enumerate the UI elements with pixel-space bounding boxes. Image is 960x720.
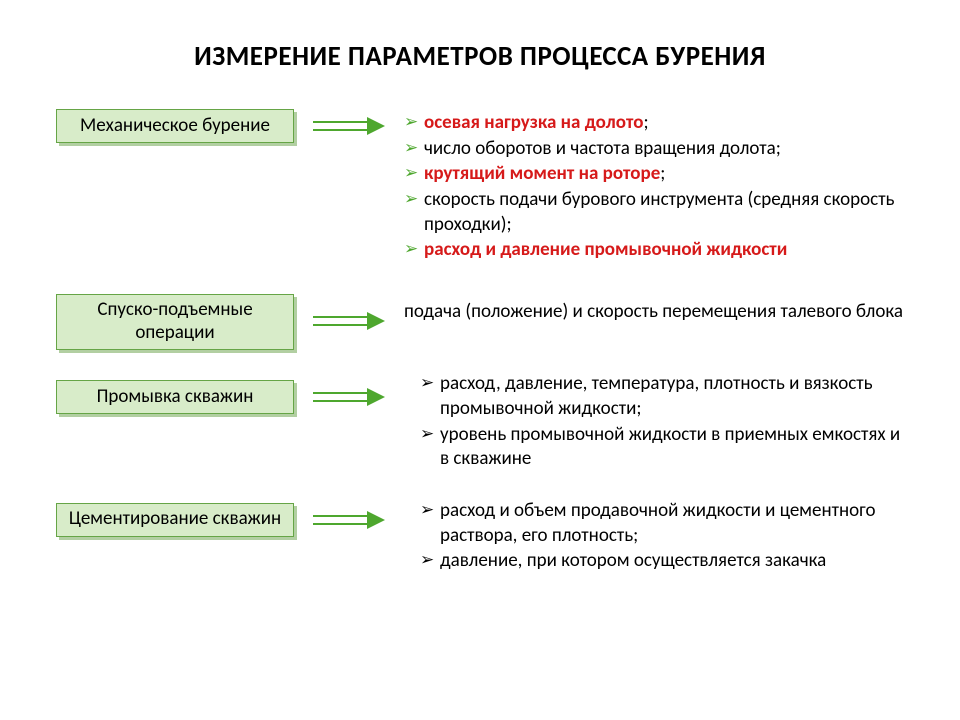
mech-item-3: скорость подачи бурового инструмента (ср… — [404, 188, 904, 237]
slide-root: ИЗМЕРЕНИЕ ПАРАМЕТРОВ ПРОЦЕССА БУРЕНИЯ Ме… — [0, 0, 960, 575]
row-spo: Спуско-подъемные операции подача (положе… — [56, 294, 904, 350]
box-spo: Спуско-подъемные операции — [56, 294, 294, 350]
row-mech: Механическое бурение осевая нагрузка на … — [56, 109, 904, 264]
mech-item-4: расход и давление промывочной жидкости — [404, 238, 904, 263]
mech-item-0: осевая нагрузка на долото; — [404, 111, 904, 136]
box-cement: Цементирование скважин — [56, 503, 294, 537]
mech-item-1: число оборотов и частота вращения долота… — [404, 137, 904, 162]
box-wash: Промывка скважин — [56, 380, 294, 414]
arrow-wash — [294, 388, 404, 406]
wash-content: расход, давление, температура, плотность… — [404, 370, 904, 473]
box-mech: Механическое бурение — [56, 109, 294, 143]
row-cement: Цементирование скважин расход и объем пр… — [56, 503, 904, 575]
wash-item-0: расход, давление, температура, плотность… — [420, 372, 904, 421]
mech-content: осевая нагрузка на долото; число оборото… — [404, 109, 904, 264]
wash-item-1: уровень промывочной жидкости в приемных … — [420, 423, 904, 472]
arrow-spo — [294, 312, 404, 330]
arrow-mech — [294, 117, 404, 135]
cement-item-0: расход и объем продавочной жидкости и це… — [420, 499, 904, 548]
spo-content: подача (положение) и скорость перемещени… — [404, 294, 904, 325]
cement-item-1: давление, при котором осуществляется зак… — [420, 549, 904, 574]
cement-content: расход и объем продавочной жидкости и це… — [404, 497, 904, 575]
page-title: ИЗМЕРЕНИЕ ПАРАМЕТРОВ ПРОЦЕССА БУРЕНИЯ — [56, 40, 904, 73]
arrow-icon — [313, 511, 385, 529]
arrow-icon — [313, 388, 385, 406]
arrow-icon — [313, 312, 385, 330]
mech-item-2: крутящий момент на роторе; — [404, 162, 904, 187]
arrow-cement — [294, 511, 404, 529]
row-wash: Промывка скважин расход, давление, темпе… — [56, 380, 904, 473]
arrow-icon — [313, 117, 385, 135]
